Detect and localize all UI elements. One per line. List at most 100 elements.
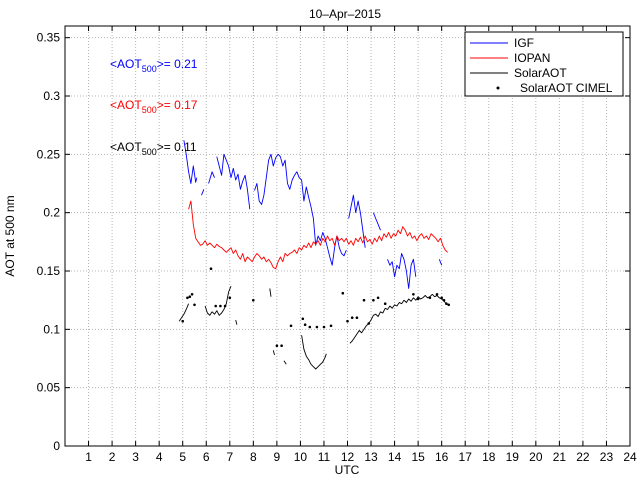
x-tick-label: 4 — [156, 450, 163, 464]
solaraot-cimel-point — [445, 302, 448, 306]
y-axis-ticks: 0 0.05 0.1 0.15 0.2 0.25 0.3 0.35 — [37, 31, 630, 453]
y-tick-label: 0 — [53, 439, 60, 453]
solaraot-cimel-point — [252, 298, 255, 302]
iopan-line-segment — [188, 200, 448, 270]
annotation-solaraot: <AOT500>= 0.11 — [110, 140, 197, 157]
x-tick-label: 21 — [553, 450, 567, 464]
solaraot-cimel-point — [214, 304, 217, 308]
solaraot-cimel-point — [435, 293, 439, 296]
series-solaraot — [178, 286, 447, 370]
y-tick-label: 0.15 — [37, 264, 61, 278]
x-tick-label: 16 — [435, 450, 449, 464]
y-tick-label: 0.1 — [43, 322, 60, 336]
igf-line-segment — [438, 259, 443, 266]
chart-title: 10–Apr–2015 — [309, 7, 381, 21]
solaraot-cimel-point — [193, 303, 196, 307]
x-tick-label: 3 — [132, 450, 139, 464]
solaraot-cimel-point — [315, 325, 319, 329]
igf-line-segment — [387, 253, 417, 289]
x-tick-label: 22 — [576, 450, 590, 464]
legend-swatch-solaraot-cimel — [496, 86, 500, 90]
solaraot-cimel-point — [209, 267, 213, 271]
y-tick-label: 0.25 — [37, 147, 61, 161]
solaraot-cimel-point — [329, 324, 333, 328]
solaraot-cimel-point — [186, 296, 189, 300]
annotation-igf: <AOT500>= 0.21 — [110, 57, 198, 74]
annotation-iopan: <AOT500>= 0.17 — [110, 98, 198, 115]
series-solaraot-cimel — [181, 267, 451, 348]
igf-line-segment — [183, 140, 198, 184]
x-tick-label: 19 — [506, 450, 520, 464]
igf-line-segment — [208, 171, 215, 184]
solaraot-cimel-point — [280, 344, 283, 348]
x-tick-label: 15 — [411, 450, 425, 464]
igf-line-segment — [216, 153, 251, 210]
solaraot-line-segment — [178, 303, 190, 322]
y-tick-label: 0.35 — [37, 31, 61, 45]
solaraot-line-segment — [283, 360, 287, 365]
solaraot-cimel-point — [367, 322, 371, 325]
y-tick-label: 0.2 — [43, 206, 60, 220]
solaraot-line-segment — [269, 288, 272, 297]
igf-line-segment — [348, 194, 366, 248]
solaraot-cimel-point — [228, 296, 232, 300]
plot-frame — [64, 25, 631, 447]
legend-label-igf: IGF — [514, 36, 534, 50]
x-tick-label: 24 — [623, 450, 637, 464]
solaraot-cimel-point — [301, 317, 305, 321]
series-igf — [183, 140, 443, 289]
solaraot-cimel-point — [289, 324, 293, 328]
solaraot-cimel-point — [442, 298, 446, 302]
x-tick-label: 7 — [226, 450, 233, 464]
x-tick-label: 20 — [529, 450, 543, 464]
series-iopan — [188, 200, 448, 270]
solaraot-cimel-point — [181, 319, 184, 323]
x-tick-label: 2 — [109, 450, 116, 464]
x-axis-label: UTC — [335, 463, 360, 477]
legend-label-solaraot-cimel: SolarAOT CIMEL — [520, 81, 613, 95]
x-tick-label: 6 — [203, 450, 210, 464]
solaraot-cimel-point — [190, 293, 194, 296]
x-tick-label: 18 — [482, 450, 496, 464]
solaraot-cimel-point — [346, 319, 349, 323]
x-tick-label: 11 — [318, 450, 331, 464]
igf-line-segment — [372, 212, 381, 231]
x-tick-label: 5 — [179, 450, 186, 464]
y-tick-label: 0.05 — [37, 381, 61, 395]
mean-aot-annotations: <AOT500>= 0.21 <AOT500>= 0.17 <AOT500>= 0.… — [110, 57, 198, 157]
series — [178, 140, 451, 370]
solaraot-cimel-point — [447, 303, 451, 307]
solaraot-cimel-point — [350, 316, 354, 320]
solaraot-cimel-point — [188, 295, 192, 299]
solaraot-cimel-point — [372, 298, 375, 302]
solaraot-cimel-point — [322, 325, 326, 329]
solaraot-cimel-point — [308, 325, 312, 329]
x-tick-label: 1 — [85, 450, 92, 464]
igf-line-segment — [201, 189, 205, 196]
solaraot-line-segment — [204, 286, 232, 316]
solaraot-cimel-point — [341, 291, 345, 295]
x-tick-label: 8 — [250, 450, 257, 464]
x-tick-label: 9 — [274, 450, 281, 464]
legend-label-solaraot: SolarAOT — [514, 66, 567, 80]
x-tick-label: 12 — [341, 450, 355, 464]
solaraot-line-segment — [235, 319, 238, 325]
x-tick-label: 17 — [459, 450, 473, 464]
solaraot-line-segment — [272, 350, 275, 356]
solaraot-cimel-point — [383, 302, 387, 306]
solaraot-cimel-point — [303, 323, 307, 327]
solaraot-cimel-point — [440, 296, 444, 300]
y-tick-label: 0.3 — [43, 89, 60, 103]
x-tick-label: 10 — [294, 450, 308, 464]
solaraot-cimel-point — [362, 298, 366, 302]
solaraot-cimel-point — [223, 304, 227, 308]
solaraot-cimel-point — [428, 296, 432, 300]
x-tick-label: 23 — [600, 450, 614, 464]
solaraot-cimel-point — [355, 316, 359, 320]
x-tick-label: 14 — [388, 450, 402, 464]
legend-label-iopan: IOPAN — [514, 51, 550, 65]
y-axis-label: AOT at 500 nm — [3, 195, 17, 276]
igf-line-segment — [254, 153, 347, 266]
